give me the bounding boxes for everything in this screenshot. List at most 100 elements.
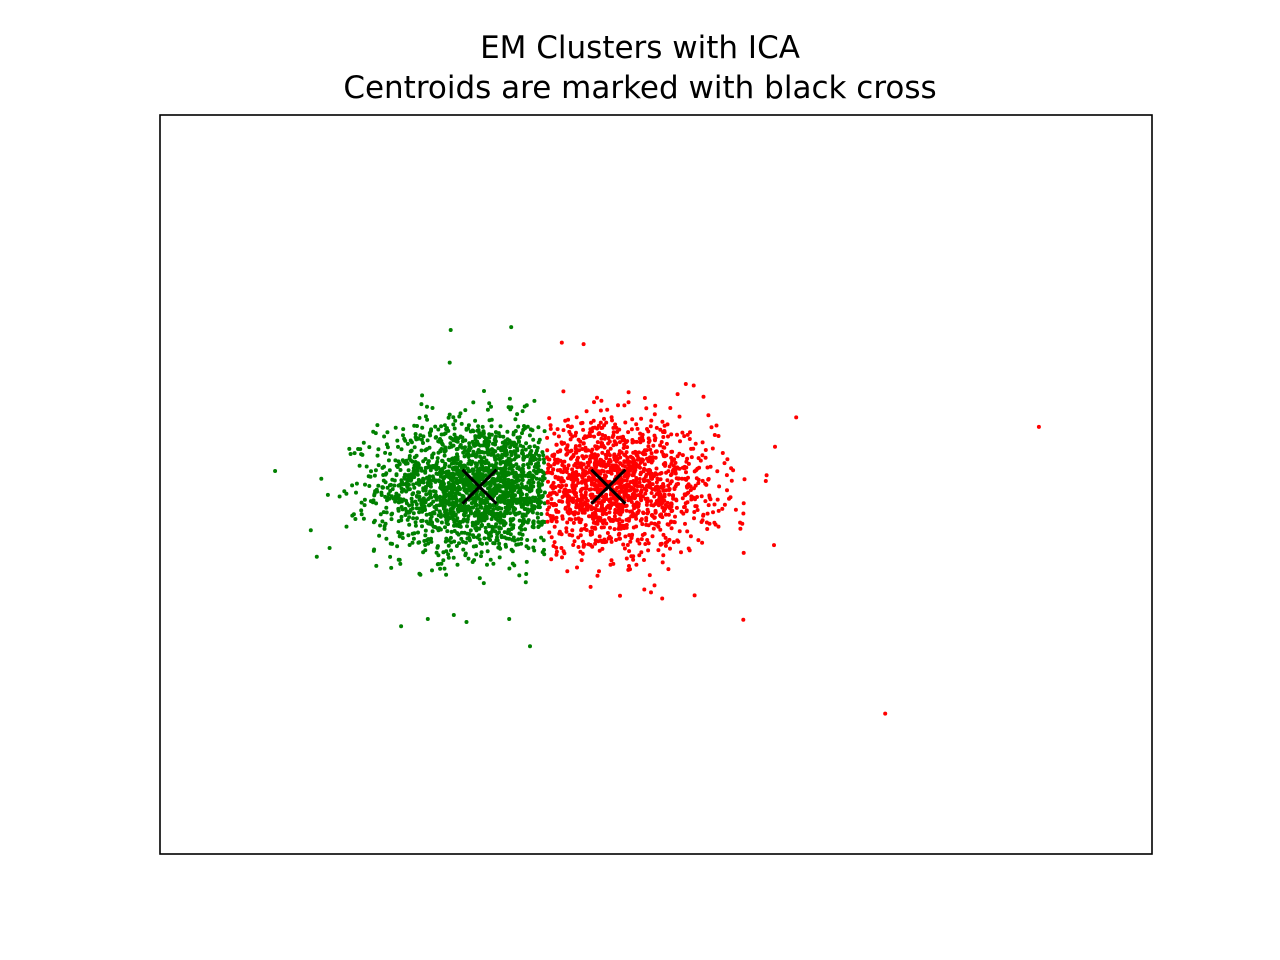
- data-point: [722, 502, 727, 507]
- data-point: [610, 517, 615, 522]
- data-point: [455, 490, 460, 495]
- data-point: [434, 503, 439, 508]
- data-point: [581, 539, 586, 544]
- data-point: [426, 541, 431, 546]
- data-point: [503, 472, 508, 477]
- data-point: [666, 567, 671, 572]
- data-point: [489, 404, 493, 409]
- data-point: [499, 535, 504, 540]
- data-point: [583, 448, 588, 453]
- data-point: [539, 512, 544, 516]
- data-point: [663, 535, 668, 540]
- data-point: [541, 474, 545, 479]
- data-point: [482, 450, 487, 455]
- data-point: [637, 553, 642, 558]
- data-point: [601, 444, 605, 449]
- data-point: [673, 460, 678, 465]
- data-point: [560, 463, 565, 468]
- data-point: [523, 447, 528, 452]
- data-point: [631, 462, 636, 466]
- data-point: [661, 553, 666, 558]
- data-point: [717, 484, 722, 489]
- data-point: [413, 432, 418, 436]
- data-point: [466, 514, 471, 519]
- data-point: [495, 535, 499, 540]
- data-point: [489, 424, 494, 429]
- data-point: [572, 512, 577, 517]
- data-point: [599, 436, 604, 441]
- data-point: [667, 488, 672, 492]
- data-point: [638, 496, 643, 501]
- data-point: [489, 491, 494, 496]
- data-point: [480, 424, 485, 429]
- data-point: [725, 457, 730, 462]
- data-point: [445, 529, 450, 534]
- data-point: [427, 483, 432, 488]
- data-point: [508, 532, 513, 537]
- data-point: [420, 524, 424, 529]
- data-point: [536, 520, 541, 524]
- data-point: [624, 522, 629, 527]
- data-point: [659, 471, 664, 475]
- data-point: [417, 506, 422, 511]
- data-point: [308, 528, 313, 533]
- data-point: [609, 539, 614, 544]
- data-point: [630, 440, 635, 445]
- data-point: [644, 518, 649, 523]
- data-point: [415, 436, 420, 441]
- data-point: [498, 424, 503, 429]
- data-point: [407, 543, 412, 547]
- data-point: [487, 401, 492, 406]
- data-point: [431, 524, 436, 529]
- data-point: [522, 519, 527, 524]
- data-point: [423, 528, 428, 533]
- data-point: [617, 531, 622, 536]
- data-point: [371, 548, 376, 553]
- data-point: [439, 520, 444, 525]
- data-point: [445, 426, 449, 431]
- data-point: [703, 455, 708, 460]
- data-point: [684, 508, 689, 513]
- data-point: [408, 438, 413, 443]
- data-point: [444, 572, 449, 577]
- data-point: [545, 519, 550, 524]
- data-point: [412, 445, 417, 450]
- data-point: [436, 478, 441, 483]
- data-point: [455, 452, 459, 457]
- data-point: [729, 478, 734, 483]
- data-point: [639, 517, 644, 522]
- data-point: [654, 492, 659, 496]
- data-point: [610, 502, 615, 507]
- data-point: [380, 485, 385, 490]
- data-point: [374, 563, 379, 568]
- data-point: [439, 424, 444, 429]
- data-point: [663, 512, 668, 517]
- data-point: [571, 452, 576, 457]
- data-point: [614, 510, 619, 515]
- data-point: [610, 435, 615, 439]
- data-point: [603, 495, 608, 500]
- data-point: [666, 512, 671, 517]
- data-point: [579, 487, 584, 492]
- data-point: [471, 449, 476, 454]
- data-point: [572, 492, 577, 497]
- data-point: [524, 441, 529, 446]
- data-point: [515, 446, 519, 451]
- data-point: [711, 510, 715, 515]
- data-point: [457, 541, 461, 546]
- data-point: [692, 469, 697, 474]
- data-point: [590, 513, 595, 518]
- data-point: [534, 451, 538, 456]
- data-point: [593, 444, 598, 449]
- data-point: [650, 476, 655, 481]
- cluster-2-points: [545, 340, 1041, 716]
- data-point: [416, 530, 420, 535]
- data-point: [677, 451, 682, 456]
- data-point: [440, 467, 445, 471]
- data-point: [545, 500, 550, 505]
- data-point: [512, 449, 517, 454]
- data-point: [489, 530, 494, 534]
- data-point: [481, 475, 486, 480]
- data-point: [646, 548, 651, 553]
- data-point: [470, 505, 475, 510]
